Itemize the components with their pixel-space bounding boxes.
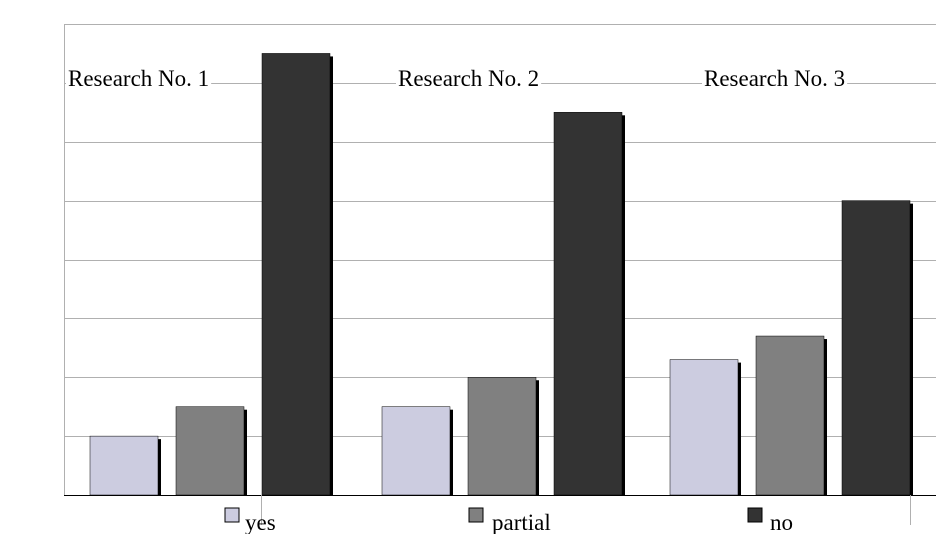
bar-yes-research-2	[381, 406, 451, 496]
legend-swatch-yes	[224, 507, 240, 523]
bars	[89, 53, 913, 496]
bar-partial-research-2	[467, 377, 537, 496]
legend-label-partial: partial	[492, 510, 551, 534]
legend-label-no: no	[770, 510, 793, 534]
bar-partial-research-1	[175, 406, 245, 496]
bar-no-research-3	[841, 200, 911, 496]
legend: yes partial no	[224, 507, 793, 535]
bar-yes-research-3	[669, 359, 739, 496]
bar-no-research-2	[553, 112, 623, 496]
group-label-research-3: Research No. 3	[704, 66, 845, 91]
group-label-backing-1	[66, 66, 212, 91]
group-label-research-2: Research No. 2	[398, 66, 539, 91]
axes	[64, 24, 936, 525]
group-label-research-1: Research No. 1	[68, 66, 209, 91]
group-label-backing-2	[396, 66, 542, 91]
bar-partial-research-3	[755, 335, 825, 496]
legend-swatch-partial	[468, 507, 484, 523]
bar-no-research-1	[261, 53, 331, 496]
legend-swatch-no	[747, 507, 763, 523]
group-labels: Research No. 1 Research No. 2 Research N…	[66, 66, 848, 91]
group-label-backing-3	[702, 66, 848, 91]
legend-label-yes: yes	[245, 510, 276, 534]
bar-yes-research-1	[89, 435, 159, 496]
